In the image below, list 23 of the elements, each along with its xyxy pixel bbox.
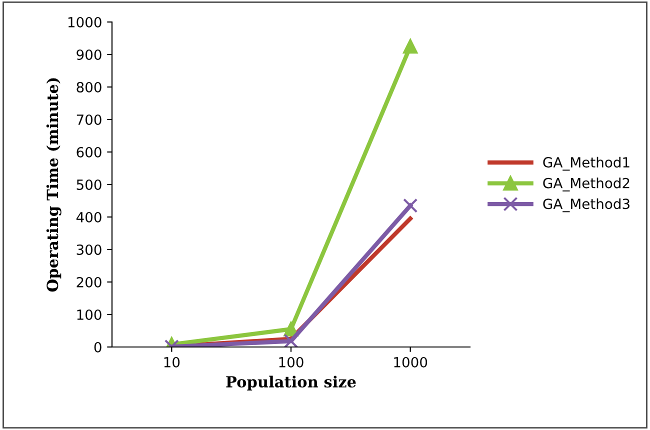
point — [284, 322, 298, 336]
y-tick-label: 600 — [76, 146, 102, 158]
point — [403, 198, 418, 213]
y-axis-title: Operating Time (minute) — [46, 78, 62, 292]
y-tick-label: 800 — [76, 82, 102, 92]
x-tick-label: 1000 — [394, 356, 428, 368]
y-tick-label: 700 — [76, 114, 102, 125]
y-tick-label: 200 — [76, 276, 102, 288]
point — [403, 39, 418, 54]
legend-label: GA_Method2 — [543, 178, 630, 192]
y-tick-label: 0 — [94, 342, 102, 352]
x-tick-label: 100 — [279, 356, 304, 368]
y-tick-label: 900 — [76, 49, 102, 60]
x-tick-label: 10 — [164, 356, 180, 368]
x-axis-title: Population size — [226, 376, 356, 391]
y-tick-label: 500 — [76, 179, 102, 190]
legend-label: GA_Method1 — [543, 156, 630, 171]
y-tick-label: 1000 — [68, 16, 102, 28]
y-tick-label: 400 — [76, 212, 102, 222]
legend-label: GA_Method3 — [543, 198, 630, 212]
y-tick-label: 300 — [76, 244, 102, 255]
point — [284, 334, 298, 347]
y-tick-label: 100 — [77, 309, 102, 320]
